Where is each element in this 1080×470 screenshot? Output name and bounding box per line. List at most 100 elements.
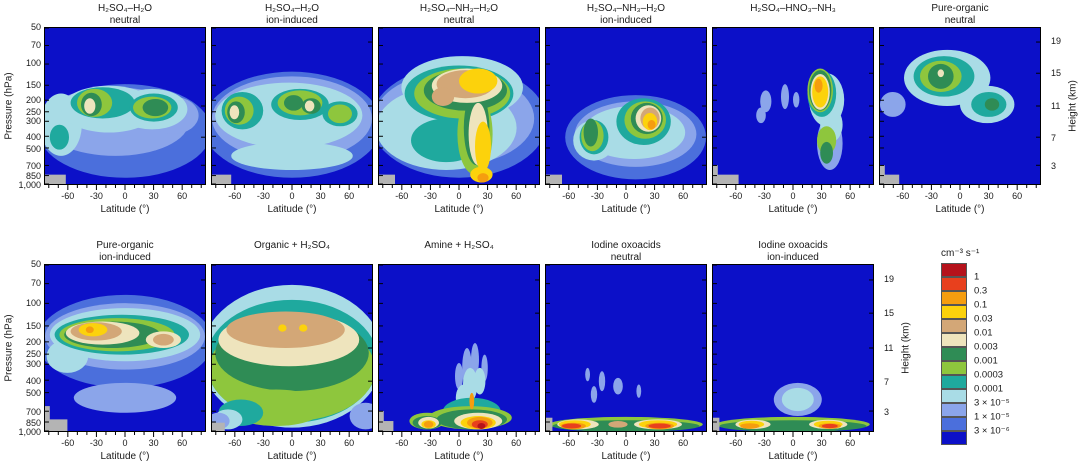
colorbar-tick-label: 1: [974, 271, 980, 283]
panel-title-line: ion-induced: [600, 15, 652, 26]
pressure-tick-label: 150: [25, 79, 41, 90]
plot-iodine-oxoacids-ion: [712, 264, 874, 432]
height-tick-label: 19: [884, 274, 895, 285]
panel-title-line: Pure-organic: [931, 3, 989, 14]
latitude-tickstrip: [215, 432, 369, 437]
pressure-tick-label: 850: [25, 417, 41, 428]
contour-plot-h2so4-h2o-neutral: [45, 28, 205, 184]
latitude-tickstrip: [716, 185, 870, 190]
height-axis: 19 15 11 7 3 Height (km): [1046, 3, 1080, 185]
pressure-tick-label: 300: [25, 116, 41, 127]
plot-amine-h2so4: [378, 264, 540, 432]
plot-h2so4-nh3-h2o-ion: [545, 27, 707, 185]
latitude-axis-label: Latitude (°): [434, 451, 484, 462]
pressure-tick-label: 500: [25, 388, 41, 399]
latitude-tick-label: 30: [649, 438, 660, 448]
panel-title-line: H₂SO₄–H₂O: [97, 3, 153, 14]
latitude-axis-label: Latitude (°): [267, 451, 317, 462]
latitude-tickstrip: [883, 185, 1037, 190]
panel-pure-organic-neutral: Pure-organic neutral -60 -30 0 30 60 Latitude (…: [879, 3, 1041, 218]
latitude-tick-label: -30: [757, 438, 771, 448]
colorbar-swatch-6: [941, 347, 967, 361]
contour-plot-amine-h2so4: [379, 265, 539, 431]
pressure-tick-label: 50: [30, 259, 41, 269]
panel-row-2: Pressure (hPa) 50 70 100 150 200 250 300 400 500 7…: [0, 240, 1080, 465]
contour-plot-iodine-oxoacids-ion: [713, 265, 873, 431]
latitude-tick-label: 60: [845, 438, 856, 448]
pressure-tick-label: 200: [25, 95, 41, 106]
latitude-tick-label: 0: [122, 191, 128, 201]
axis-ticks-overlay: [45, 265, 205, 431]
contour-plot-pure-organic-neutral: [880, 28, 1040, 184]
height-axis-label: Height (km): [1067, 80, 1079, 132]
colorbar-tick-label: 0.3: [974, 285, 988, 297]
panel-title-line: neutral: [109, 15, 141, 26]
latitude-tick-label: -30: [256, 438, 270, 448]
colorbar-tick-label: 0.01: [974, 327, 993, 339]
latitude-tick-label: 30: [482, 438, 493, 448]
colorbar-swatch-1: [941, 277, 967, 291]
panel-title: H₂SO₄–H₂O ion-induced: [211, 3, 373, 27]
latitude-tick-label: 30: [482, 191, 493, 201]
pressure-tick-label: 250: [25, 106, 41, 117]
panel-title: H₂SO₄–NH₃–H₂O neutral: [378, 3, 540, 27]
latitude-tick-labels: -60 -30 0 30 60: [712, 438, 874, 450]
colorbar-swatch-3: [941, 305, 967, 319]
latitude-tick-label: 60: [511, 191, 522, 201]
panel-title: Organic + H₂SO₄: [211, 240, 373, 264]
colorbar-swatch-9: [941, 389, 967, 403]
panel-h2so4-nh3-h2o-neutral: H₂SO₄–NH₃–H₂O neutral -60 -30 0 30 60 Latitude …: [378, 3, 540, 218]
colorbar-swatches: 1 0.3 0.1 0.03 0.01 0.003 0.001 0.0003 0.0001 3 ×…: [941, 263, 1010, 445]
panel-organic-h2so4: Organic + H₂SO₄ -60 -30 0 30 60 Latitude (°): [211, 240, 373, 465]
latitude-tick-label: -60: [395, 438, 409, 448]
axis-ticks-overlay: [379, 28, 539, 184]
pressure-tick-label: 200: [25, 336, 41, 347]
pressure-tick-labels: 50 70 100 150 200 250 300 400 500 700 850 1,000: [0, 259, 44, 437]
pressure-tick-label: 70: [30, 39, 41, 50]
latitude-tick-label: -60: [61, 191, 75, 201]
pressure-tick-label: 100: [25, 297, 41, 308]
latitude-tick-label: 30: [983, 191, 994, 201]
pressure-tick-labels: 50 70 100 150 200 250 300 400 500 700 850 1,000: [0, 22, 44, 190]
latitude-axis-label: Latitude (°): [935, 204, 985, 215]
latitude-tick-label: 60: [678, 438, 689, 448]
panel-title: Pure-organic neutral: [879, 3, 1041, 27]
plot-h2so4-h2o-neutral: [44, 27, 206, 185]
pressure-tick-label: 1,000: [18, 180, 41, 190]
height-tick-label: 7: [884, 376, 890, 387]
panel-title-line: neutral: [443, 15, 475, 26]
panel-title: Pure-organic ion-induced: [44, 240, 206, 264]
latitude-tick-label: -30: [423, 438, 437, 448]
latitude-tick-label: 30: [148, 438, 159, 448]
height-axis-label: Height (km): [900, 322, 912, 374]
latitude-tick-labels: -60 -30 0 30 60: [378, 438, 540, 450]
colorbar-swatch-11: [941, 417, 967, 431]
colorbar-tick-label: 0.1: [974, 299, 988, 311]
panel-pure-organic-ion: Pure-organic ion-induced -60 -30 0 30 60 Latitu…: [44, 240, 206, 465]
contour-plot-pure-organic-ion: [45, 265, 205, 431]
latitude-tick-labels: -60 -30 0 30 60: [211, 438, 373, 450]
height-tick-label: 19: [1051, 36, 1062, 47]
panel-title-line: Amine + H₂SO₄: [424, 240, 494, 251]
panel-title: H₂SO₄–H₂O neutral: [44, 3, 206, 27]
panel-title-line: ion-induced: [767, 252, 819, 263]
axis-ticks-overlay: [546, 28, 706, 184]
plot-organic-h2so4: [211, 264, 373, 432]
pressure-tick-label: 1,000: [18, 427, 41, 437]
colorbar-swatch-0: [941, 263, 967, 277]
latitude-tick-label: 30: [649, 191, 660, 201]
colorbar-swatch-2: [941, 291, 967, 305]
latitude-tickstrip: [215, 185, 369, 190]
latitude-tickstrip: [549, 432, 703, 437]
latitude-tick-label: -30: [924, 191, 938, 201]
latitude-tick-label: -30: [757, 191, 771, 201]
latitude-tick-label: -60: [562, 438, 576, 448]
latitude-tick-label: 0: [957, 191, 963, 201]
latitude-tick-label: -60: [228, 438, 242, 448]
panel-row-1: Pressure (hPa) 50 70 100 150 200 250 300 400 500 7…: [0, 3, 1080, 218]
height-tick-label: 11: [884, 343, 894, 353]
latitude-tick-label: -30: [89, 191, 103, 201]
axis-ticks-overlay: [212, 28, 372, 184]
latitude-tick-label: 0: [456, 438, 462, 448]
colorbar-tick-label: 3 × 10⁻⁶: [974, 425, 1010, 437]
